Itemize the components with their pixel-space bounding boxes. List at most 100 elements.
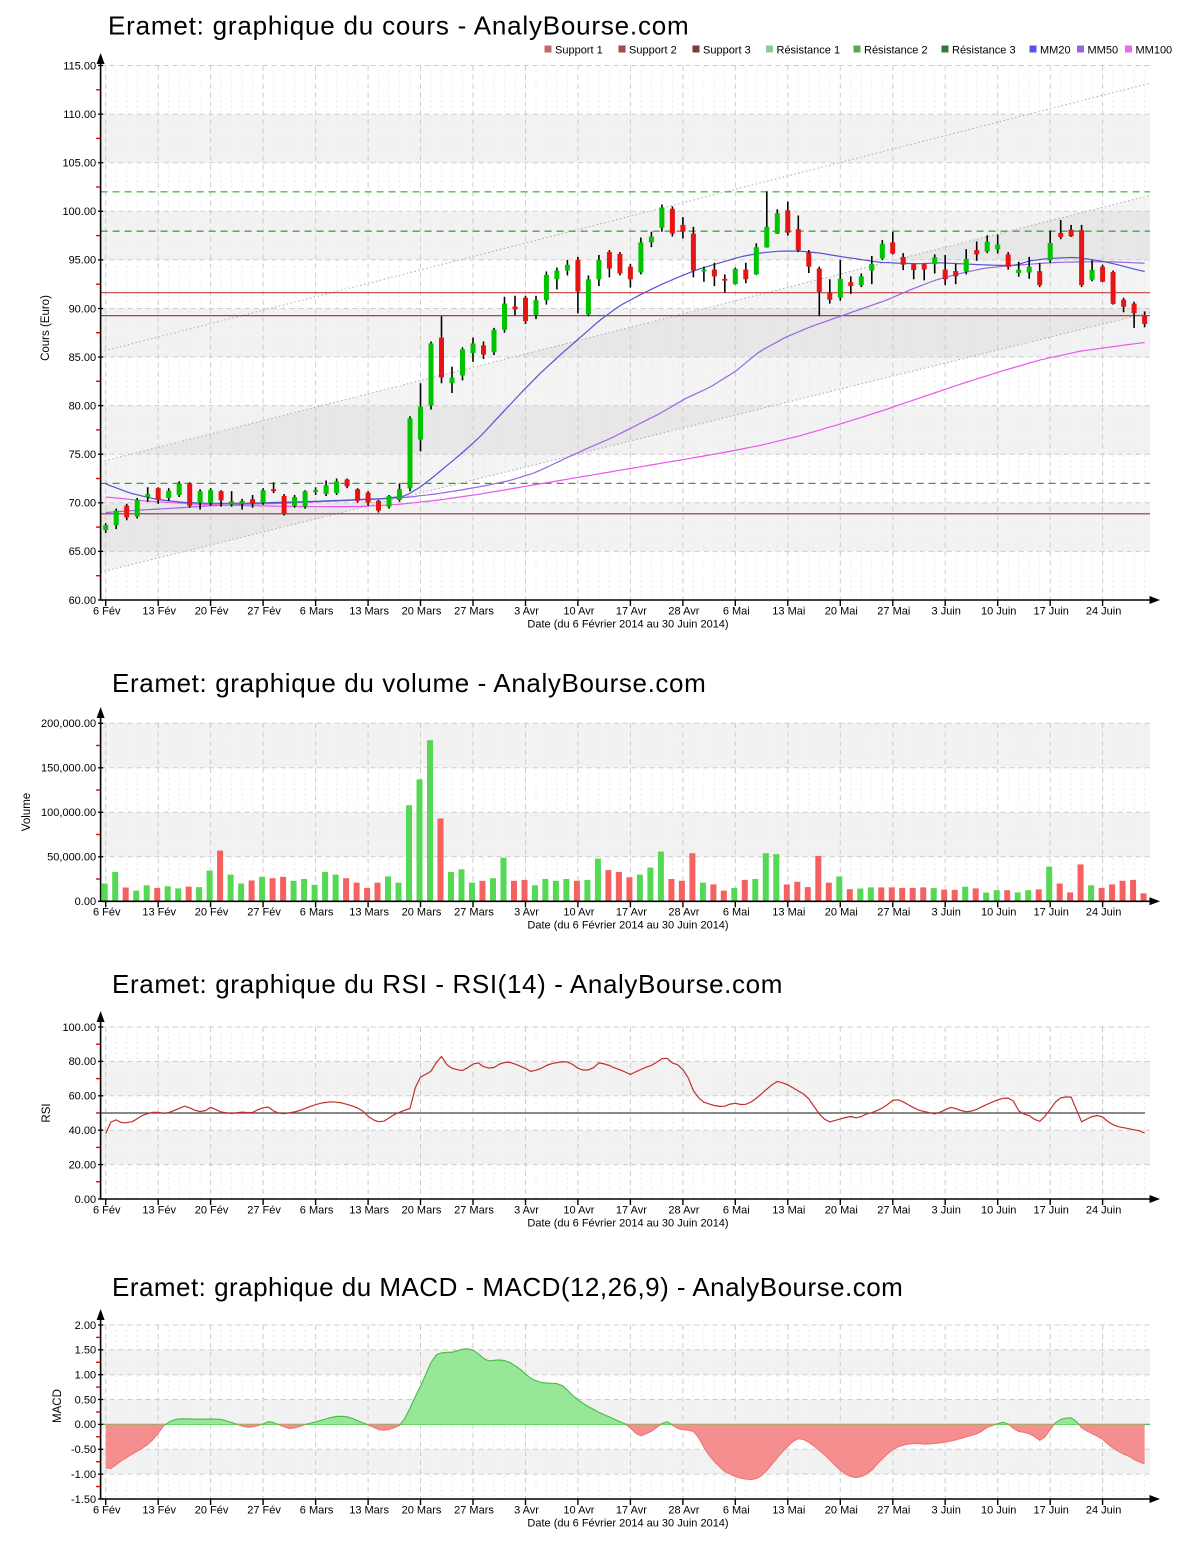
svg-text:80.00: 80.00 — [69, 1056, 97, 1068]
svg-text:100.00: 100.00 — [62, 1022, 96, 1034]
svg-text:13 Fév: 13 Fév — [142, 1505, 176, 1517]
svg-text:3 Juin: 3 Juin — [932, 1205, 961, 1217]
svg-text:3 Avr: 3 Avr — [514, 606, 539, 618]
svg-text:24 Juin: 24 Juin — [1086, 606, 1121, 618]
svg-text:MM20: MM20 — [1040, 45, 1071, 57]
svg-text:20 Mars: 20 Mars — [402, 606, 442, 618]
svg-text:27 Mars: 27 Mars — [454, 1205, 494, 1217]
svg-text:28 Avr: 28 Avr — [668, 606, 699, 618]
svg-text:MACD: MACD — [52, 1389, 64, 1423]
svg-text:100.00: 100.00 — [62, 206, 96, 218]
svg-text:10 Juin: 10 Juin — [981, 1505, 1016, 1517]
svg-text:90.00: 90.00 — [69, 303, 97, 315]
svg-text:65.00: 65.00 — [69, 546, 97, 558]
svg-text:20 Fév: 20 Fév — [195, 1505, 229, 1517]
svg-text:Eramet: graphique du MACD - MA: Eramet: graphique du MACD - MACD(12,26,9… — [112, 1272, 903, 1302]
svg-text:6 Mai: 6 Mai — [723, 1205, 750, 1217]
svg-text:27 Mars: 27 Mars — [454, 606, 494, 618]
svg-text:13 Mai: 13 Mai — [772, 1205, 805, 1217]
svg-text:-1.50: -1.50 — [71, 1494, 96, 1506]
svg-text:20 Mai: 20 Mai — [825, 907, 858, 919]
svg-text:6 Mai: 6 Mai — [723, 1505, 750, 1517]
svg-text:10 Avr: 10 Avr — [563, 1205, 594, 1217]
svg-text:3 Juin: 3 Juin — [932, 606, 961, 618]
svg-text:85.00: 85.00 — [69, 352, 97, 364]
svg-text:13 Mars: 13 Mars — [349, 907, 389, 919]
svg-text:27 Fév: 27 Fév — [247, 1505, 281, 1517]
svg-text:200,000.00: 200,000.00 — [41, 718, 96, 730]
svg-text:Support 3: Support 3 — [703, 45, 751, 57]
svg-text:95.00: 95.00 — [69, 255, 97, 267]
svg-text:17 Juin: 17 Juin — [1033, 907, 1068, 919]
svg-text:6 Mars: 6 Mars — [300, 1505, 334, 1517]
svg-text:Résistance 3: Résistance 3 — [952, 45, 1016, 57]
svg-text:2.00: 2.00 — [75, 1320, 96, 1332]
svg-text:10 Avr: 10 Avr — [563, 606, 594, 618]
svg-text:0.00: 0.00 — [75, 1419, 96, 1431]
svg-text:10 Juin: 10 Juin — [981, 1205, 1016, 1217]
svg-text:6 Fév: 6 Fév — [93, 907, 121, 919]
svg-text:100,000.00: 100,000.00 — [41, 807, 96, 819]
svg-text:13 Mai: 13 Mai — [772, 1505, 805, 1517]
svg-text:10 Juin: 10 Juin — [981, 907, 1016, 919]
svg-text:6 Mai: 6 Mai — [723, 606, 750, 618]
svg-text:10 Avr: 10 Avr — [563, 907, 594, 919]
svg-text:0.00: 0.00 — [75, 1194, 96, 1206]
svg-text:28 Avr: 28 Avr — [668, 1505, 699, 1517]
svg-text:13 Fév: 13 Fév — [142, 1205, 176, 1217]
svg-text:28 Avr: 28 Avr — [668, 907, 699, 919]
svg-text:Date (du 6 Février 2014 au 30: Date (du 6 Février 2014 au 30 Juin 2014) — [527, 1218, 728, 1230]
svg-text:20 Mai: 20 Mai — [825, 1205, 858, 1217]
svg-text:3 Juin: 3 Juin — [932, 1505, 961, 1517]
svg-text:17 Avr: 17 Avr — [616, 1505, 647, 1517]
svg-text:6 Mars: 6 Mars — [300, 1205, 334, 1217]
svg-text:-0.50: -0.50 — [71, 1444, 96, 1456]
svg-text:MM50: MM50 — [1088, 45, 1119, 57]
svg-text:17 Juin: 17 Juin — [1033, 1505, 1068, 1517]
svg-text:Cours (Euro): Cours (Euro) — [40, 295, 52, 361]
svg-text:13 Fév: 13 Fév — [142, 907, 176, 919]
svg-text:27 Mai: 27 Mai — [877, 1205, 910, 1217]
svg-text:6 Fév: 6 Fév — [93, 1205, 121, 1217]
svg-text:24 Juin: 24 Juin — [1086, 1205, 1121, 1217]
svg-text:20 Fév: 20 Fév — [195, 1205, 229, 1217]
svg-text:50,000.00: 50,000.00 — [47, 852, 96, 864]
svg-text:3 Avr: 3 Avr — [514, 1205, 539, 1217]
svg-text:1.50: 1.50 — [75, 1345, 96, 1357]
svg-text:27 Mars: 27 Mars — [454, 1505, 494, 1517]
svg-text:105.00: 105.00 — [62, 158, 96, 170]
svg-text:20 Fév: 20 Fév — [195, 907, 229, 919]
svg-text:40.00: 40.00 — [69, 1125, 97, 1137]
svg-text:60.00: 60.00 — [69, 595, 97, 607]
svg-text:27 Fév: 27 Fév — [247, 907, 281, 919]
svg-text:6 Mars: 6 Mars — [300, 606, 334, 618]
svg-text:20 Mars: 20 Mars — [402, 1205, 442, 1217]
svg-text:Support 1: Support 1 — [555, 45, 603, 57]
svg-text:115.00: 115.00 — [63, 60, 96, 72]
svg-text:13 Mars: 13 Mars — [349, 1505, 389, 1517]
svg-text:10 Avr: 10 Avr — [563, 1505, 594, 1517]
svg-text:17 Juin: 17 Juin — [1033, 606, 1068, 618]
svg-text:13 Mars: 13 Mars — [349, 606, 389, 618]
svg-text:RSI: RSI — [41, 1103, 53, 1122]
svg-text:-1.00: -1.00 — [71, 1469, 96, 1481]
svg-text:17 Avr: 17 Avr — [616, 907, 647, 919]
svg-text:10 Juin: 10 Juin — [981, 606, 1016, 618]
svg-text:17 Avr: 17 Avr — [616, 606, 647, 618]
svg-text:13 Mai: 13 Mai — [772, 606, 805, 618]
svg-text:6 Mars: 6 Mars — [300, 907, 334, 919]
svg-text:60.00: 60.00 — [69, 1091, 97, 1103]
svg-text:17 Avr: 17 Avr — [616, 1205, 647, 1217]
svg-text:3 Juin: 3 Juin — [932, 907, 961, 919]
svg-text:6 Fév: 6 Fév — [93, 606, 121, 618]
svg-text:27 Mai: 27 Mai — [877, 1505, 910, 1517]
svg-text:24 Juin: 24 Juin — [1086, 1505, 1121, 1517]
svg-text:6 Mai: 6 Mai — [723, 907, 750, 919]
svg-text:27 Mai: 27 Mai — [877, 907, 910, 919]
svg-text:MM100: MM100 — [1136, 45, 1173, 57]
svg-text:110.00: 110.00 — [63, 109, 96, 121]
svg-text:Date (du 6 Février 2014 au 30: Date (du 6 Février 2014 au 30 Juin 2014) — [527, 920, 728, 932]
svg-text:Support 2: Support 2 — [629, 45, 677, 57]
svg-text:20 Mars: 20 Mars — [402, 1505, 442, 1517]
svg-text:75.00: 75.00 — [69, 449, 97, 461]
